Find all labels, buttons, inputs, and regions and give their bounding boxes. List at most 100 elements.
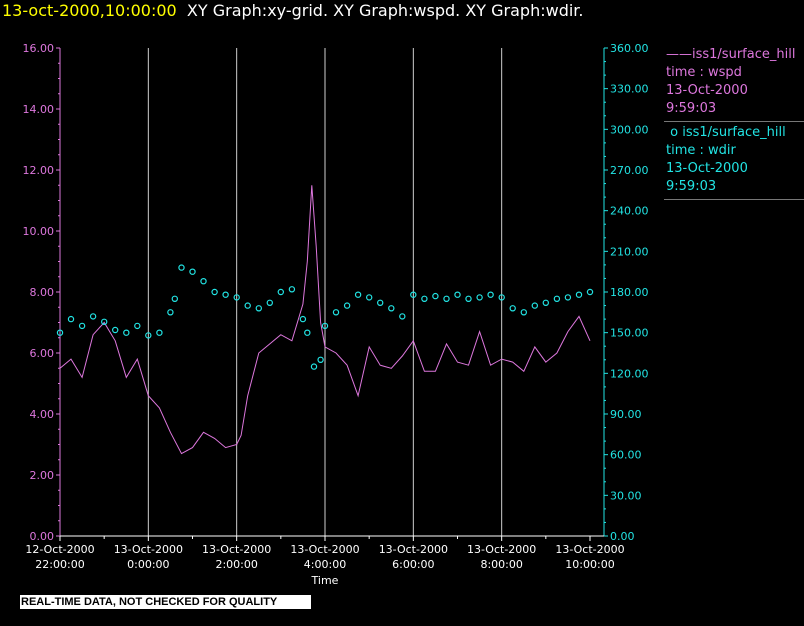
- wdir-point: [123, 329, 130, 336]
- wdir-point: [89, 313, 97, 320]
- x-tick-time-label: 22:00:00: [35, 558, 84, 571]
- x-tick-time-label: 2:00:00: [215, 558, 257, 571]
- wdir-point: [134, 322, 141, 330]
- x-tick-date-label: 13-Oct-2000: [290, 543, 359, 556]
- header-timestamp: 13-oct-2000,10:00:00: [2, 1, 177, 20]
- right-tick-label: 150.00: [610, 327, 649, 340]
- header-titles: XY Graph:xy-grid. XY Graph:wspd. XY Grap…: [186, 1, 584, 20]
- x-tick-date-label: 13-Oct-2000: [114, 543, 183, 556]
- x-tick-date-label: 12-Oct-2000: [25, 543, 94, 556]
- right-tick-label: 60.00: [610, 449, 642, 462]
- right-tick-label: 120.00: [610, 367, 649, 380]
- quality-warning-badge: REAL-TIME DATA, NOT CHECKED FOR QUALITY: [20, 595, 311, 609]
- x-tick-date-label: 13-Oct-2000: [379, 543, 448, 556]
- wdir-point: [553, 295, 561, 302]
- wdir-point: [178, 264, 185, 271]
- wdir-point: [343, 302, 351, 309]
- wdir-point: [211, 288, 218, 296]
- x-axis-label: Time: [311, 574, 339, 587]
- wdir-point: [67, 315, 75, 323]
- x-tick-time-label: 6:00:00: [392, 558, 434, 571]
- x-tick-time-label: 8:00:00: [480, 558, 522, 571]
- wdir-point: [377, 299, 384, 306]
- right-tick-label: 330.00: [610, 83, 649, 96]
- legend: ——iss1/surface_hill time : wspd 13-Oct-2…: [664, 46, 804, 200]
- wdir-point: [56, 329, 64, 336]
- x-tick-time-label: 0:00:00: [127, 558, 169, 571]
- x-tick-date-label: 13-Oct-2000: [467, 543, 536, 556]
- legend-circle-symbol: o: [670, 125, 679, 140]
- legend-entry-wspd: ——iss1/surface_hill time : wspd 13-Oct-2…: [664, 46, 804, 122]
- vertical-grid: [147, 48, 503, 536]
- left-tick-label: 4.00: [30, 408, 55, 421]
- right-tick-label: 270.00: [610, 164, 649, 177]
- wdir-point: [100, 318, 108, 325]
- wdir-point: [586, 288, 594, 296]
- left-tick-label: 12.00: [23, 164, 55, 177]
- wdir-point: [200, 278, 207, 285]
- wdir-point: [156, 329, 163, 336]
- wdir-point: [317, 356, 324, 363]
- wdir-point: [277, 288, 284, 296]
- wdir-point: [145, 332, 152, 339]
- right-tick-label: 360.00: [610, 42, 649, 55]
- wdir-point: [520, 309, 528, 316]
- wdir-point: [531, 302, 539, 309]
- wspd-series: [59, 185, 591, 455]
- x-tick-date-label: 13-Oct-2000: [555, 543, 624, 556]
- wdir-point: [288, 286, 296, 293]
- legend-wdir-time: 9:59:03: [666, 179, 717, 194]
- legend-line-symbol: ——: [666, 47, 692, 62]
- right-tick-label: 180.00: [610, 286, 649, 299]
- wdir-point: [399, 313, 406, 320]
- wdir-point: [299, 315, 307, 323]
- wdir-point: [421, 295, 428, 302]
- wspd-line: [59, 185, 591, 455]
- wdir-point: [575, 291, 583, 298]
- x-axis: 12-Oct-2000 22:00:00 13-Oct-2000 0:00:00 13-…: [25, 536, 625, 571]
- legend-entry-wdir: o iss1/surface_hill time : wdir 13-Oct-2…: [664, 124, 804, 200]
- wdir-point: [366, 294, 373, 301]
- wdir-point: [255, 305, 262, 312]
- wdir-point: [354, 291, 362, 298]
- wdir-point: [78, 322, 86, 330]
- wdir-series: [56, 264, 594, 370]
- wdir-point: [498, 294, 505, 301]
- right-tick-label: 210.00: [610, 245, 649, 258]
- left-y-axis: 0.00 2.00 4.00 6.00 8.00 10.00 12.00 14.00 16.00: [23, 42, 60, 543]
- wdir-point: [542, 299, 550, 306]
- wdir-point: [476, 294, 483, 301]
- wdir-point: [167, 309, 174, 316]
- left-tick-label: 16.00: [23, 42, 55, 55]
- legend-wdir-date: 13-Oct-2000: [666, 161, 748, 176]
- wdir-point: [111, 326, 119, 334]
- wdir-point: [189, 268, 196, 275]
- left-tick-label: 2.00: [30, 469, 55, 482]
- wdir-point: [443, 295, 450, 302]
- legend-wspd-time: 9:59:03: [666, 101, 717, 116]
- wdir-point: [410, 291, 417, 298]
- left-tick-label: 14.00: [23, 103, 55, 116]
- x-tick-time-label: 4:00:00: [304, 558, 346, 571]
- wdir-point: [509, 305, 516, 312]
- axes: [59, 48, 605, 537]
- right-tick-label: 30.00: [610, 489, 642, 502]
- left-tick-label: 10.00: [23, 225, 55, 238]
- wdir-point: [233, 294, 240, 301]
- left-tick-label: 6.00: [30, 347, 55, 360]
- wdir-point: [564, 294, 572, 301]
- wdir-point: [304, 329, 311, 336]
- legend-wspd-name: iss1/surface_hill: [692, 47, 796, 62]
- legend-wdir-variable: time : wdir: [666, 143, 736, 158]
- wdir-point: [222, 291, 229, 298]
- wdir-point: [388, 305, 395, 312]
- right-tick-label: 90.00: [610, 408, 642, 421]
- wdir-point: [266, 299, 273, 306]
- wdir-point: [432, 292, 439, 300]
- x-tick-time-label: 10:00:00: [565, 558, 614, 571]
- wdir-point: [487, 291, 494, 298]
- left-tick-label: 0.00: [30, 530, 55, 543]
- wdir-point: [454, 291, 461, 298]
- right-y-axis: 0.00 30.00 60.00 90.00 120.00 150.00 180.00 210…: [604, 42, 649, 543]
